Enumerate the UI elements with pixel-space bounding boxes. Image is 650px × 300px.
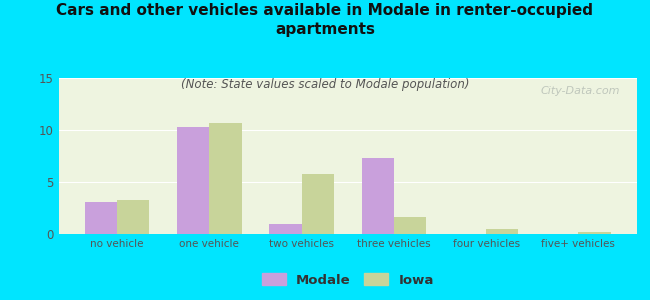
Bar	[486, 229, 519, 234]
Bar	[84, 202, 117, 234]
Bar	[302, 174, 334, 234]
Bar	[117, 200, 150, 234]
Bar	[209, 123, 242, 234]
Bar	[361, 158, 394, 234]
Bar	[269, 224, 302, 234]
Bar	[394, 218, 426, 234]
Bar	[578, 232, 611, 234]
Legend: Modale, Iowa: Modale, Iowa	[262, 273, 434, 287]
Bar	[177, 127, 209, 234]
Text: Cars and other vehicles available in Modale in renter-occupied
apartments: Cars and other vehicles available in Mod…	[57, 3, 593, 37]
Text: City-Data.com: City-Data.com	[540, 86, 619, 96]
Text: (Note: State values scaled to Modale population): (Note: State values scaled to Modale pop…	[181, 78, 469, 91]
